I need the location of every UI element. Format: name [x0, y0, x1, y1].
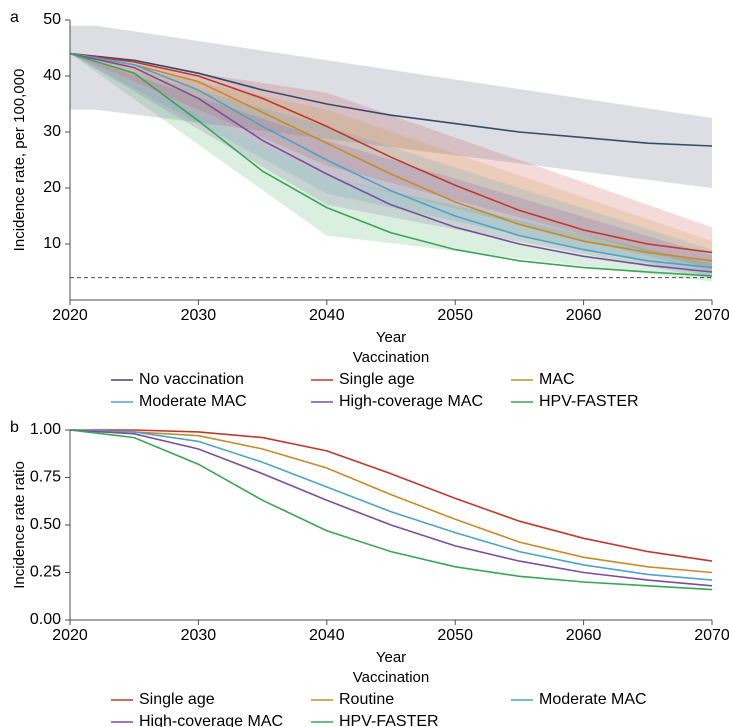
y-tick-label: 20	[43, 179, 61, 196]
x-tick-label: 2070	[694, 307, 729, 324]
y-tick-label: 0.00	[30, 611, 61, 628]
x-tick-label: 2060	[566, 627, 602, 644]
panel-b: b 2020 2030 2040 2050 2060 2070 0.00 0.25 0.50 0.7…	[10, 419, 729, 727]
x-tick-label: 2040	[309, 307, 345, 324]
y-tick-label: 10	[43, 235, 61, 252]
legend-label: Single age	[339, 371, 415, 388]
line-hpv-faster	[70, 430, 712, 590]
legend-label: HPV-FASTER	[539, 393, 639, 410]
legend-label: High-coverage MAC	[139, 713, 283, 727]
x-tick-label: 2050	[437, 627, 473, 644]
panel-b-tag: b	[10, 419, 19, 436]
x-tick-label: 2060	[566, 307, 602, 324]
legend-a: Vaccination No vaccination Single age MAC Mo…	[111, 349, 639, 410]
x-axis-title: Year	[376, 649, 406, 666]
legend-label: High-coverage MAC	[339, 393, 483, 410]
x-tick-label: 2040	[309, 627, 345, 644]
y-tick-label: 1.00	[30, 421, 61, 438]
x-tick-label: 2030	[181, 627, 217, 644]
line-single-age	[70, 430, 712, 561]
legend-label: MAC	[539, 371, 575, 388]
legend-label: HPV-FASTER	[339, 713, 439, 727]
legend-label: Routine	[339, 691, 394, 708]
panel-a-tag: a	[10, 9, 19, 26]
legend-label: Moderate MAC	[139, 393, 247, 410]
x-tick-label: 2020	[52, 627, 88, 644]
y-tick-label: 50	[43, 11, 61, 28]
legend-b-title: Vaccination	[353, 669, 429, 686]
y-axis-title: Incidence rate, per 100,000	[11, 69, 28, 252]
x-tick-label: 2030	[181, 307, 217, 324]
x-tick-label: 2070	[694, 627, 729, 644]
line-moderate-mac	[70, 430, 712, 580]
figure-svg: a2020203020402050206020701020304050YearI…	[0, 0, 729, 727]
legend-b: Vaccination Single age Routine Moderate MAC…	[111, 669, 647, 727]
legend-a-title: Vaccination	[353, 349, 429, 366]
y-tick-label: 30	[43, 123, 61, 140]
x-axis-title: Year	[376, 329, 406, 346]
x-tick-label: 2050	[437, 307, 473, 324]
figure-container: a2020203020402050206020701020304050YearI…	[0, 0, 729, 727]
legend-label: Single age	[139, 691, 215, 708]
legend-label: No vaccination	[139, 371, 244, 388]
y-tick-label: 0.75	[30, 469, 61, 486]
y-tick-label: 0.25	[30, 564, 61, 581]
legend-label: Moderate MAC	[539, 691, 647, 708]
panel-a: a2020203020402050206020701020304050YearI…	[10, 9, 729, 410]
y-axis-title: Incidence rate ratio	[11, 461, 28, 589]
x-tick-label: 2020	[52, 307, 88, 324]
y-tick-label: 40	[43, 67, 61, 84]
y-tick-label: 0.50	[30, 516, 61, 533]
